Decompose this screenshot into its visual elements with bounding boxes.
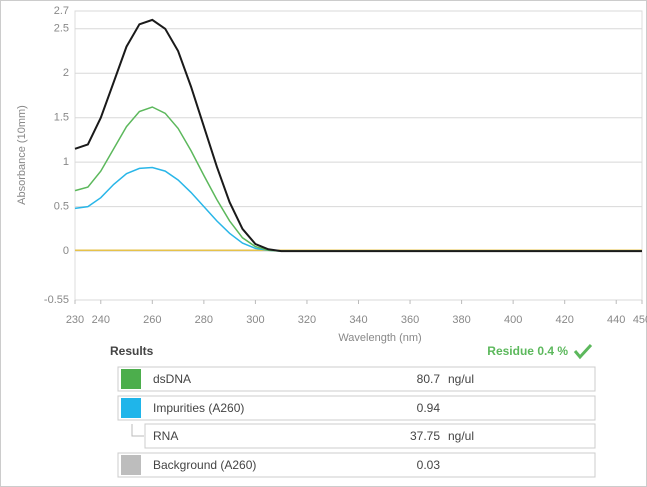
color-swatch <box>121 398 141 418</box>
y-tick-label: -0.55 <box>44 294 69 306</box>
tree-line <box>131 424 144 437</box>
x-tick-label: 260 <box>143 314 161 326</box>
y-tick-label: 1.5 <box>54 112 69 124</box>
row-value: 80.7 <box>417 372 441 386</box>
residue: Residue 0.4 % <box>487 344 568 358</box>
x-tick-label: 360 <box>401 314 419 326</box>
row-value: 0.94 <box>417 401 441 415</box>
row-unit: ng/ul <box>448 429 474 443</box>
x-tick-label: 240 <box>92 314 110 326</box>
x-tick-label: 320 <box>298 314 316 326</box>
y-tick-label: 2.7 <box>54 5 69 17</box>
y-tick-label: 2.5 <box>54 23 69 35</box>
x-tick-label: 420 <box>556 314 574 326</box>
series-line <box>74 18 642 253</box>
x-tick-label: 280 <box>195 314 213 326</box>
row-label: Background (A260) <box>153 458 256 472</box>
x-tick-label: 230 <box>66 314 84 326</box>
color-swatch <box>121 455 141 475</box>
row-value: 37.75 <box>410 429 440 443</box>
x-tick-label: 300 <box>246 314 264 326</box>
x-tick-label: 400 <box>504 314 522 326</box>
result-row <box>117 395 596 421</box>
y-tick-label: 0 <box>63 245 69 257</box>
x-tick-label: 450 <box>633 314 647 326</box>
y-tick-label: 2 <box>63 67 69 79</box>
color-swatch <box>121 369 141 389</box>
y-axis-label: Absorbance (10mm) <box>16 105 28 205</box>
x-axis-label: Wavelength (nm) <box>338 332 421 344</box>
row-unit: ng/ul <box>448 372 474 386</box>
row-label: RNA <box>153 429 178 443</box>
result-row <box>144 423 596 449</box>
results-title: Results <box>110 344 154 358</box>
x-tick-label: 340 <box>349 314 367 326</box>
row-label: Impurities (A260) <box>153 401 244 415</box>
y-tick-label: 0.5 <box>54 201 69 213</box>
y-tick-label: 1 <box>63 156 69 168</box>
x-tick-label: 380 <box>452 314 470 326</box>
result-row <box>117 452 596 478</box>
row-value: 0.03 <box>417 458 441 472</box>
result-row <box>117 366 596 392</box>
x-tick-label: 440 <box>607 314 625 326</box>
row-label: dsDNA <box>153 372 191 386</box>
plot-area <box>74 10 643 301</box>
check-icon <box>573 343 593 360</box>
